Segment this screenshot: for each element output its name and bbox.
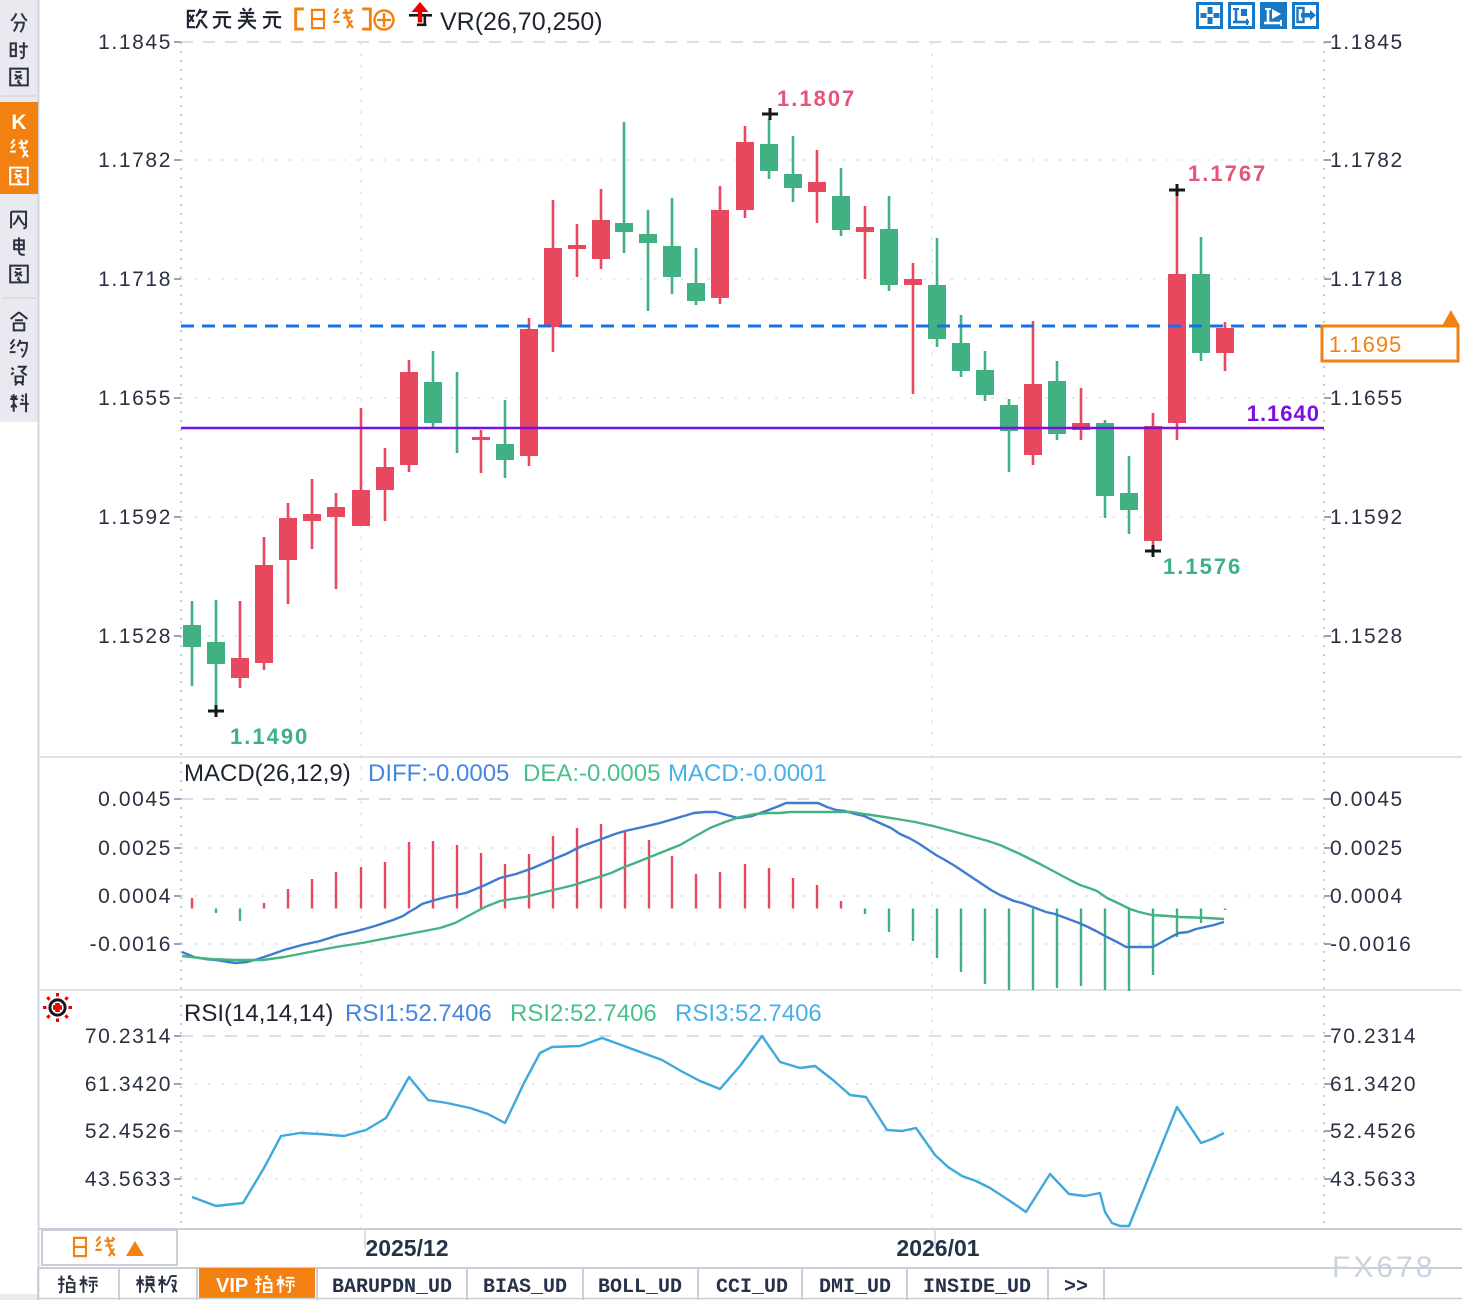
svg-text:RSI(14,14,14): RSI(14,14,14) — [184, 1000, 333, 1027]
svg-text:-0.0016: -0.0016 — [1330, 933, 1412, 956]
svg-text:RSI3:52.7406: RSI3:52.7406 — [675, 1000, 822, 1027]
svg-text:52.4526: 52.4526 — [85, 1120, 172, 1143]
svg-text:1.1767: 1.1767 — [1188, 161, 1267, 186]
svg-text:0.0045: 0.0045 — [1330, 788, 1404, 811]
svg-text:0.0045: 0.0045 — [98, 788, 172, 811]
svg-text:INSIDE_UD: INSIDE_UD — [923, 1276, 1031, 1299]
svg-text:RSI2:52.7406: RSI2:52.7406 — [510, 1000, 657, 1027]
svg-text:1.1592: 1.1592 — [98, 506, 172, 529]
svg-text:BARUPDN_UD: BARUPDN_UD — [332, 1276, 452, 1299]
svg-text:1.1640: 1.1640 — [1247, 401, 1320, 426]
svg-text:1.1490: 1.1490 — [230, 724, 309, 749]
svg-text:1.1807: 1.1807 — [777, 86, 856, 111]
svg-text:0.0004: 0.0004 — [1330, 885, 1404, 908]
svg-text:BOLL_UD: BOLL_UD — [598, 1276, 682, 1299]
svg-text:1.1782: 1.1782 — [98, 149, 172, 172]
svg-text:DIFF:-0.0005: DIFF:-0.0005 — [368, 760, 509, 787]
svg-text:0.0004: 0.0004 — [98, 885, 172, 908]
svg-text:RSI1:52.7406: RSI1:52.7406 — [345, 1000, 492, 1027]
svg-text:>>: >> — [1064, 1276, 1088, 1299]
svg-text:DEA:-0.0005: DEA:-0.0005 — [523, 760, 660, 787]
svg-text:2025/12: 2025/12 — [365, 1235, 448, 1261]
svg-text:0.0025: 0.0025 — [98, 837, 172, 860]
svg-text:70.2314: 70.2314 — [85, 1025, 172, 1048]
svg-text:MACD(26,12,9): MACD(26,12,9) — [184, 760, 351, 787]
svg-text:1.1528: 1.1528 — [1330, 625, 1404, 648]
svg-text:K: K — [11, 111, 26, 134]
svg-text:1.1845: 1.1845 — [98, 31, 172, 54]
svg-text:70.2314: 70.2314 — [1330, 1025, 1417, 1048]
svg-text:1.1718: 1.1718 — [1330, 268, 1404, 291]
svg-text:DMI_UD: DMI_UD — [819, 1276, 891, 1299]
svg-text:43.5633: 43.5633 — [85, 1168, 172, 1191]
svg-text:0.0025: 0.0025 — [1330, 837, 1404, 860]
svg-text:61.3420: 61.3420 — [85, 1073, 172, 1096]
svg-text:1.1695: 1.1695 — [1329, 332, 1402, 357]
svg-text:1.1592: 1.1592 — [1330, 506, 1404, 529]
svg-text:43.5633: 43.5633 — [1330, 1168, 1417, 1191]
svg-text:52.4526: 52.4526 — [1330, 1120, 1417, 1143]
svg-text:VIP: VIP — [216, 1275, 248, 1297]
svg-text:1.1718: 1.1718 — [98, 268, 172, 291]
svg-text:VR(26,70,250): VR(26,70,250) — [440, 8, 603, 36]
svg-text:1.1782: 1.1782 — [1330, 149, 1404, 172]
svg-text:1.1655: 1.1655 — [1330, 387, 1404, 410]
svg-text:1.1576: 1.1576 — [1163, 554, 1242, 579]
svg-text:2026/01: 2026/01 — [896, 1235, 979, 1261]
svg-text:CCI_UD: CCI_UD — [716, 1276, 788, 1299]
svg-text:BIAS_UD: BIAS_UD — [483, 1276, 567, 1299]
svg-text:1.1655: 1.1655 — [98, 387, 172, 410]
svg-text:FX678: FX678 — [1332, 1251, 1435, 1284]
svg-text:1.1528: 1.1528 — [98, 625, 172, 648]
svg-text:1.1845: 1.1845 — [1330, 31, 1404, 54]
svg-text:MACD:-0.0001: MACD:-0.0001 — [668, 760, 827, 787]
svg-text:-0.0016: -0.0016 — [90, 933, 172, 956]
svg-text:61.3420: 61.3420 — [1330, 1073, 1417, 1096]
